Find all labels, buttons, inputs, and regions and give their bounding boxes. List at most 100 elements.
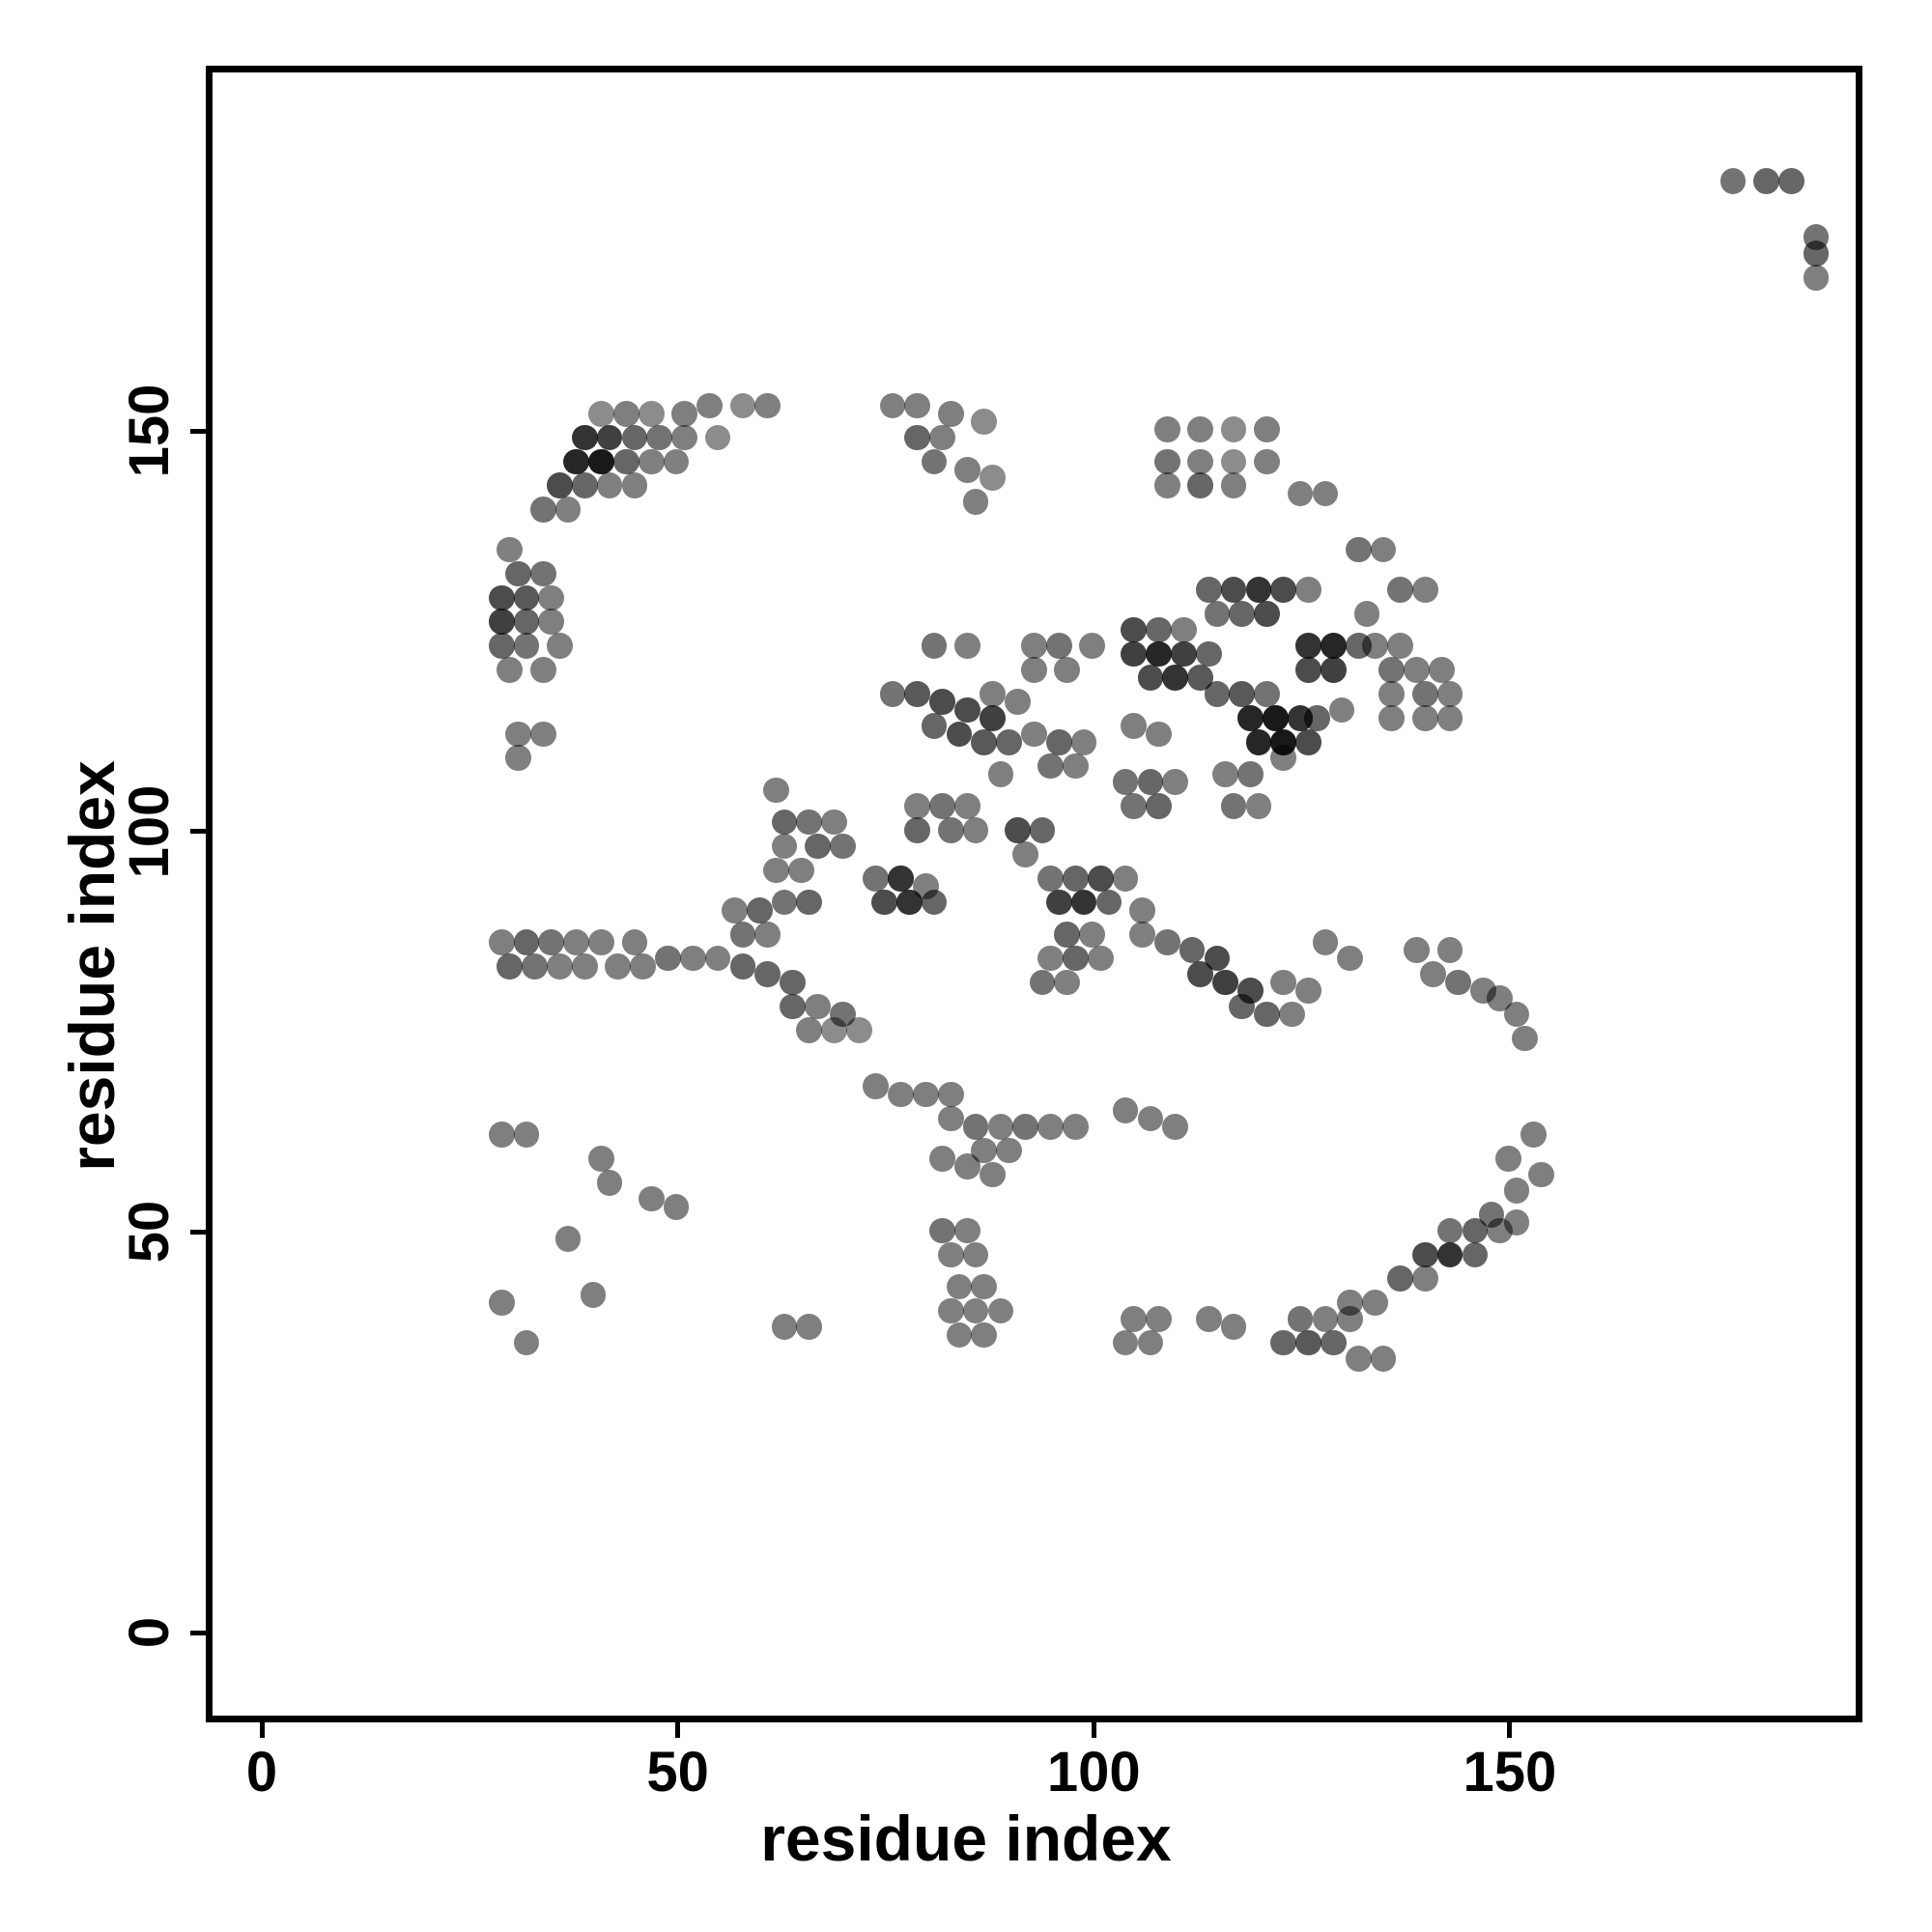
scatter-point (962, 817, 989, 843)
scatter-point (1312, 480, 1339, 507)
scatter-point (895, 889, 923, 916)
scatter-point (513, 584, 540, 611)
scatter-point (1295, 1329, 1321, 1356)
scatter-point (1429, 657, 1455, 683)
scatter-point (646, 424, 673, 451)
scatter-point (987, 1113, 1014, 1140)
x-axis-tick (1091, 1722, 1096, 1738)
scatter-point (921, 889, 948, 916)
scatter-point (621, 424, 648, 451)
scatter-point (1063, 1113, 1089, 1140)
scatter-point (1054, 969, 1081, 996)
scatter-point (1121, 793, 1148, 819)
scatter-point (946, 721, 973, 748)
scatter-point (513, 1329, 540, 1356)
scatter-point (846, 1017, 872, 1044)
scatter-point (1295, 728, 1321, 755)
scatter-point (1146, 721, 1172, 748)
scatter-point (596, 424, 623, 451)
scatter-point (513, 929, 540, 955)
scatter-point (805, 993, 831, 1020)
x-axis-title: residue index (760, 1803, 1172, 1874)
scatter-point (638, 448, 665, 475)
scatter-point (1121, 640, 1148, 668)
scatter-point (1328, 696, 1355, 724)
scatter-point (1411, 704, 1438, 731)
scatter-point (1387, 1265, 1413, 1293)
scatter-point (1462, 1241, 1489, 1268)
scatter-point (621, 472, 648, 499)
scatter-point (1129, 921, 1155, 948)
scatter-point (1520, 1122, 1547, 1148)
scatter-point (829, 833, 856, 860)
scatter-point (1063, 753, 1089, 780)
scatter-point (1112, 769, 1139, 795)
scatter-point (1179, 937, 1206, 964)
scatter-point (987, 1297, 1014, 1324)
scatter-point (554, 1225, 582, 1252)
scatter-point (1087, 945, 1114, 972)
scatter-point (1254, 1001, 1280, 1028)
scatter-point (1204, 681, 1231, 707)
scatter-point (1411, 1265, 1438, 1293)
scatter-point (1012, 840, 1039, 867)
scatter-point (1037, 945, 1064, 972)
scatter-point (796, 889, 823, 916)
y-axis-tick (190, 829, 206, 835)
scatter-point (538, 584, 565, 611)
scatter-point (1370, 1346, 1397, 1373)
scatter-point (937, 817, 964, 843)
scatter-point (971, 409, 998, 435)
scatter-point (1245, 793, 1272, 819)
scatter-point (1212, 969, 1238, 996)
scatter-point (763, 857, 789, 884)
scatter-point (929, 424, 955, 451)
scatter-point (1063, 865, 1089, 892)
scatter-point (888, 865, 914, 892)
scatter-point (1153, 448, 1180, 475)
scatter-point (571, 424, 598, 451)
scatter-point (921, 448, 948, 475)
scatter-point (1777, 168, 1804, 194)
scatter-point (1494, 1146, 1521, 1172)
scatter-point (1503, 1178, 1530, 1204)
scatter-point (979, 1161, 1006, 1188)
scatter-point (588, 1146, 614, 1172)
scatter-point (1045, 633, 1072, 659)
scatter-point (1436, 937, 1463, 964)
scatter-point (596, 1169, 623, 1196)
scatter-point (488, 633, 515, 659)
scatter-point (996, 1137, 1022, 1164)
scatter-point (1387, 577, 1413, 603)
scatter-point (979, 681, 1006, 707)
y-axis-title-wrapper: residue index (39, 0, 145, 1932)
scatter-point (497, 953, 524, 980)
scatter-point (1004, 817, 1031, 843)
scatter-point (937, 1081, 964, 1108)
scatter-point (1378, 704, 1406, 731)
scatter-point (1153, 416, 1180, 443)
scatter-point (488, 609, 515, 636)
scatter-point (1037, 865, 1064, 892)
scatter-point (1445, 969, 1471, 996)
scatter-point (613, 400, 639, 427)
scatter-point (1153, 929, 1180, 955)
scatter-point (1245, 728, 1272, 755)
scatter-point (1411, 1241, 1438, 1268)
scatter-point (1162, 769, 1189, 795)
scatter-point (547, 472, 573, 499)
scatter-point (1063, 945, 1089, 972)
scatter-point (488, 584, 515, 611)
scatter-point (1087, 865, 1114, 892)
scatter-point (497, 657, 524, 683)
scatter-point (1137, 665, 1164, 692)
scatter-point (954, 1153, 980, 1180)
scatter-point (1345, 1346, 1372, 1373)
scatter-point (1220, 577, 1247, 603)
scatter-point (904, 681, 931, 707)
scatter-point (638, 400, 665, 427)
scatter-point (1503, 1001, 1530, 1028)
scatter-point (1037, 1113, 1064, 1140)
scatter-point (529, 657, 556, 683)
scatter-point (1079, 633, 1106, 659)
